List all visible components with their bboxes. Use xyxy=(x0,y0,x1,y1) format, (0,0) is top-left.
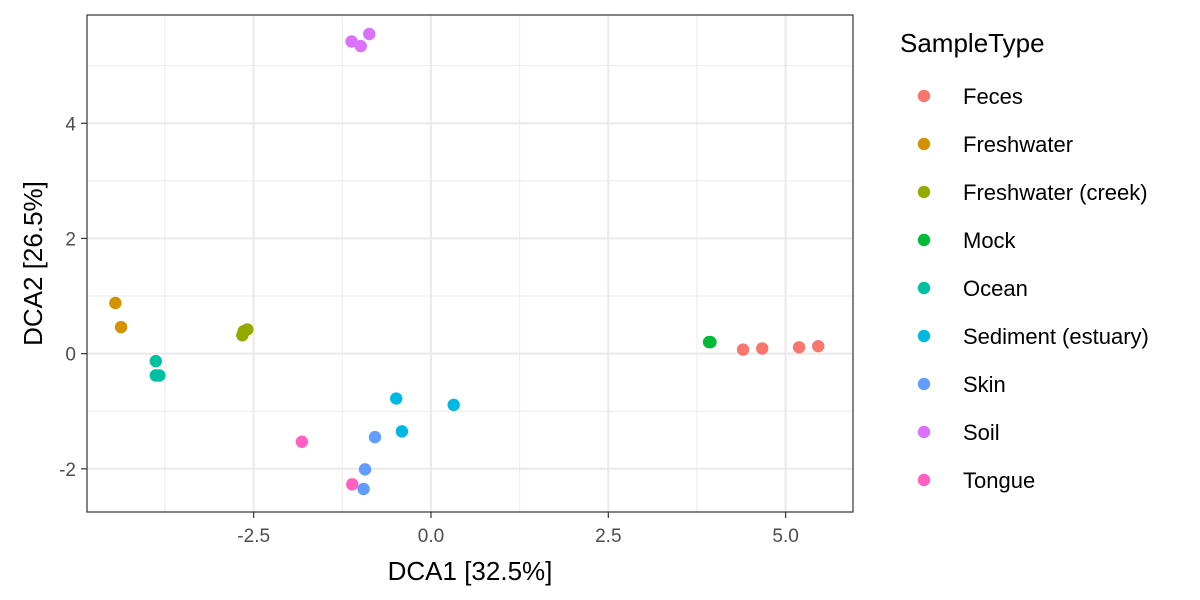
legend-label-skin: Skin xyxy=(963,372,1006,397)
legend-label-soil: Soil xyxy=(963,420,1000,445)
legend-key-mock xyxy=(917,233,931,247)
point-feces xyxy=(756,342,769,355)
legend-label-tongue: Tongue xyxy=(963,468,1035,493)
point-feces xyxy=(812,339,825,353)
minor-gridlines xyxy=(87,15,853,512)
point-skin xyxy=(358,463,372,476)
y-axis-ticks: -2 0 2 4 xyxy=(59,114,87,481)
legend-label-feces: Feces xyxy=(963,84,1023,109)
point-sediment-estuary xyxy=(395,425,409,438)
point-skin xyxy=(368,430,382,444)
legend: SampleType Feces Freshwater Freshwater (cr… xyxy=(900,28,1149,493)
legend-key-skin xyxy=(917,377,931,391)
legend-key-sediment-estuary xyxy=(917,329,931,343)
x-tick-label: 2.5 xyxy=(595,526,621,547)
x-tick-label: -2.5 xyxy=(237,526,270,547)
point-soil xyxy=(354,39,367,53)
point-freshwater xyxy=(114,320,128,334)
plot-border xyxy=(86,14,854,513)
y-tick-label: -2 xyxy=(59,460,76,481)
legend-label-freshwater: Freshwater xyxy=(963,132,1073,157)
legend-key-soil xyxy=(917,425,931,439)
x-tick-label: 5.0 xyxy=(772,526,798,547)
point-soil xyxy=(345,35,358,48)
legend-key-ocean xyxy=(917,281,931,295)
legend-key-feces xyxy=(917,89,931,103)
point-mock xyxy=(704,335,717,349)
point-freshwater xyxy=(109,296,122,310)
point-tongue xyxy=(346,478,359,491)
point-feces xyxy=(736,343,750,356)
legend-label-mock: Mock xyxy=(963,228,1017,253)
y-tick-label: 4 xyxy=(65,114,76,135)
x-axis-ticks: -2.5 0.0 2.5 5.0 xyxy=(237,512,799,547)
x-axis-title: DCA1 [32.5%] xyxy=(388,556,553,586)
legend-label-sediment-estuary: Sediment (estuary) xyxy=(963,324,1149,349)
point-sediment-estuary xyxy=(390,392,403,405)
plot-background xyxy=(87,15,853,512)
point-soil xyxy=(363,27,376,41)
point-ocean xyxy=(149,354,162,368)
legend-key-freshwater-creek xyxy=(917,185,931,199)
y-tick-label: 2 xyxy=(65,229,76,250)
point-ocean xyxy=(153,369,166,382)
x-tick-label: 0.0 xyxy=(418,526,444,547)
point-tongue xyxy=(295,435,309,448)
major-gridlines xyxy=(87,15,853,512)
legend-label-freshwater-creek: Freshwater (creek) xyxy=(963,180,1148,205)
y-tick-label: 0 xyxy=(65,345,76,366)
point-sediment-estuary xyxy=(447,398,460,412)
legend-title: SampleType xyxy=(900,28,1045,58)
point-feces xyxy=(792,341,806,354)
legend-key-freshwater xyxy=(917,137,931,151)
legend-key-tongue xyxy=(917,473,931,487)
data-points xyxy=(109,27,825,496)
legend-label-ocean: Ocean xyxy=(963,276,1028,301)
y-axis-title: DCA2 [26.5%] xyxy=(18,181,48,346)
point-freshwater-creek xyxy=(241,323,254,336)
point-skin xyxy=(357,482,370,496)
